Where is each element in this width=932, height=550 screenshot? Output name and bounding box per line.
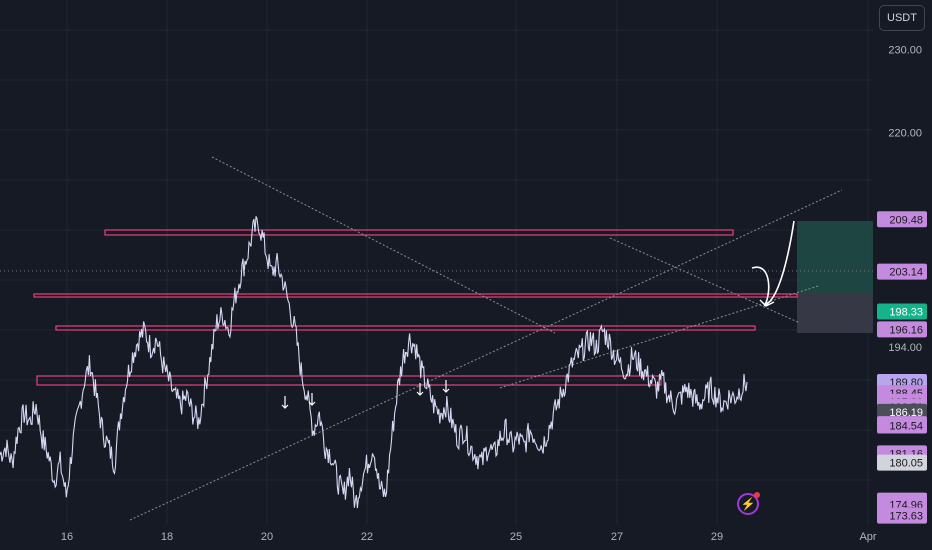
- x-tick-label: 16: [61, 531, 73, 543]
- price-label-box: [877, 417, 927, 434]
- price-label: 186.19: [889, 407, 923, 419]
- price-label: 198.33: [889, 306, 923, 318]
- level-box: [33, 293, 798, 298]
- down-arrow-mark: [442, 380, 450, 393]
- x-tick-label: 29: [711, 531, 723, 543]
- price-label: 180.05: [889, 458, 923, 470]
- x-tick-label: 27: [611, 531, 623, 543]
- notification-dot: [754, 492, 760, 498]
- price-label-box: [877, 403, 927, 420]
- y-tick-label: 220.00: [888, 127, 922, 139]
- down-arrow-mark: [416, 383, 424, 396]
- price-label-box: [877, 321, 927, 338]
- price-label-box: [877, 211, 927, 228]
- y-tick-label: 230.00: [888, 45, 922, 57]
- x-tick-label: 25: [510, 531, 522, 543]
- lightning-icon[interactable]: ⚡: [737, 492, 760, 515]
- x-tick-label: Apr: [859, 531, 876, 543]
- level-box: [55, 325, 756, 331]
- down-arrow-mark: [308, 393, 316, 406]
- x-tick-label: 22: [361, 531, 373, 543]
- currency-label: USDT: [887, 12, 917, 24]
- projection-drawing: [281, 220, 795, 409]
- price-label-box: [877, 263, 927, 280]
- projection-arrow: [751, 220, 795, 307]
- price-label-box: [877, 454, 927, 471]
- price-label: 184.54: [889, 420, 923, 432]
- price-label: 196.16: [889, 324, 923, 336]
- projection-arrowhead: [759, 299, 775, 307]
- level-box: [104, 229, 734, 236]
- price-label: 209.48: [889, 214, 923, 226]
- level-box: [36, 375, 662, 386]
- price-label: 203.14: [889, 267, 923, 279]
- down-arrow-mark: [281, 396, 289, 409]
- stop-zone: [797, 293, 873, 333]
- trendlines: [129, 156, 843, 521]
- chart-grid: [0, 0, 873, 525]
- support-resistance-levels: [33, 229, 798, 386]
- price-label: 173.63: [889, 511, 923, 523]
- price-label-box: [877, 507, 927, 524]
- price-line: [0, 216, 748, 509]
- time-axis: 16 18 20 22 25 27 29 Apr: [0, 525, 932, 550]
- x-tick-label: 20: [261, 531, 273, 543]
- currency-button[interactable]: USDT: [879, 5, 925, 31]
- trendline: [609, 237, 801, 324]
- time-axis-bg: [0, 525, 932, 550]
- target-zone: [797, 221, 873, 293]
- trendline: [129, 189, 843, 521]
- trendline: [211, 156, 556, 334]
- price-series: [0, 216, 873, 509]
- price-axis: 230.00 220.00 194.00 209.48 203.14 198.33 196.…: [873, 0, 932, 550]
- y-tick-label: 194.00: [888, 342, 922, 354]
- price-label-box: [877, 303, 927, 320]
- x-tick-label: 18: [161, 531, 173, 543]
